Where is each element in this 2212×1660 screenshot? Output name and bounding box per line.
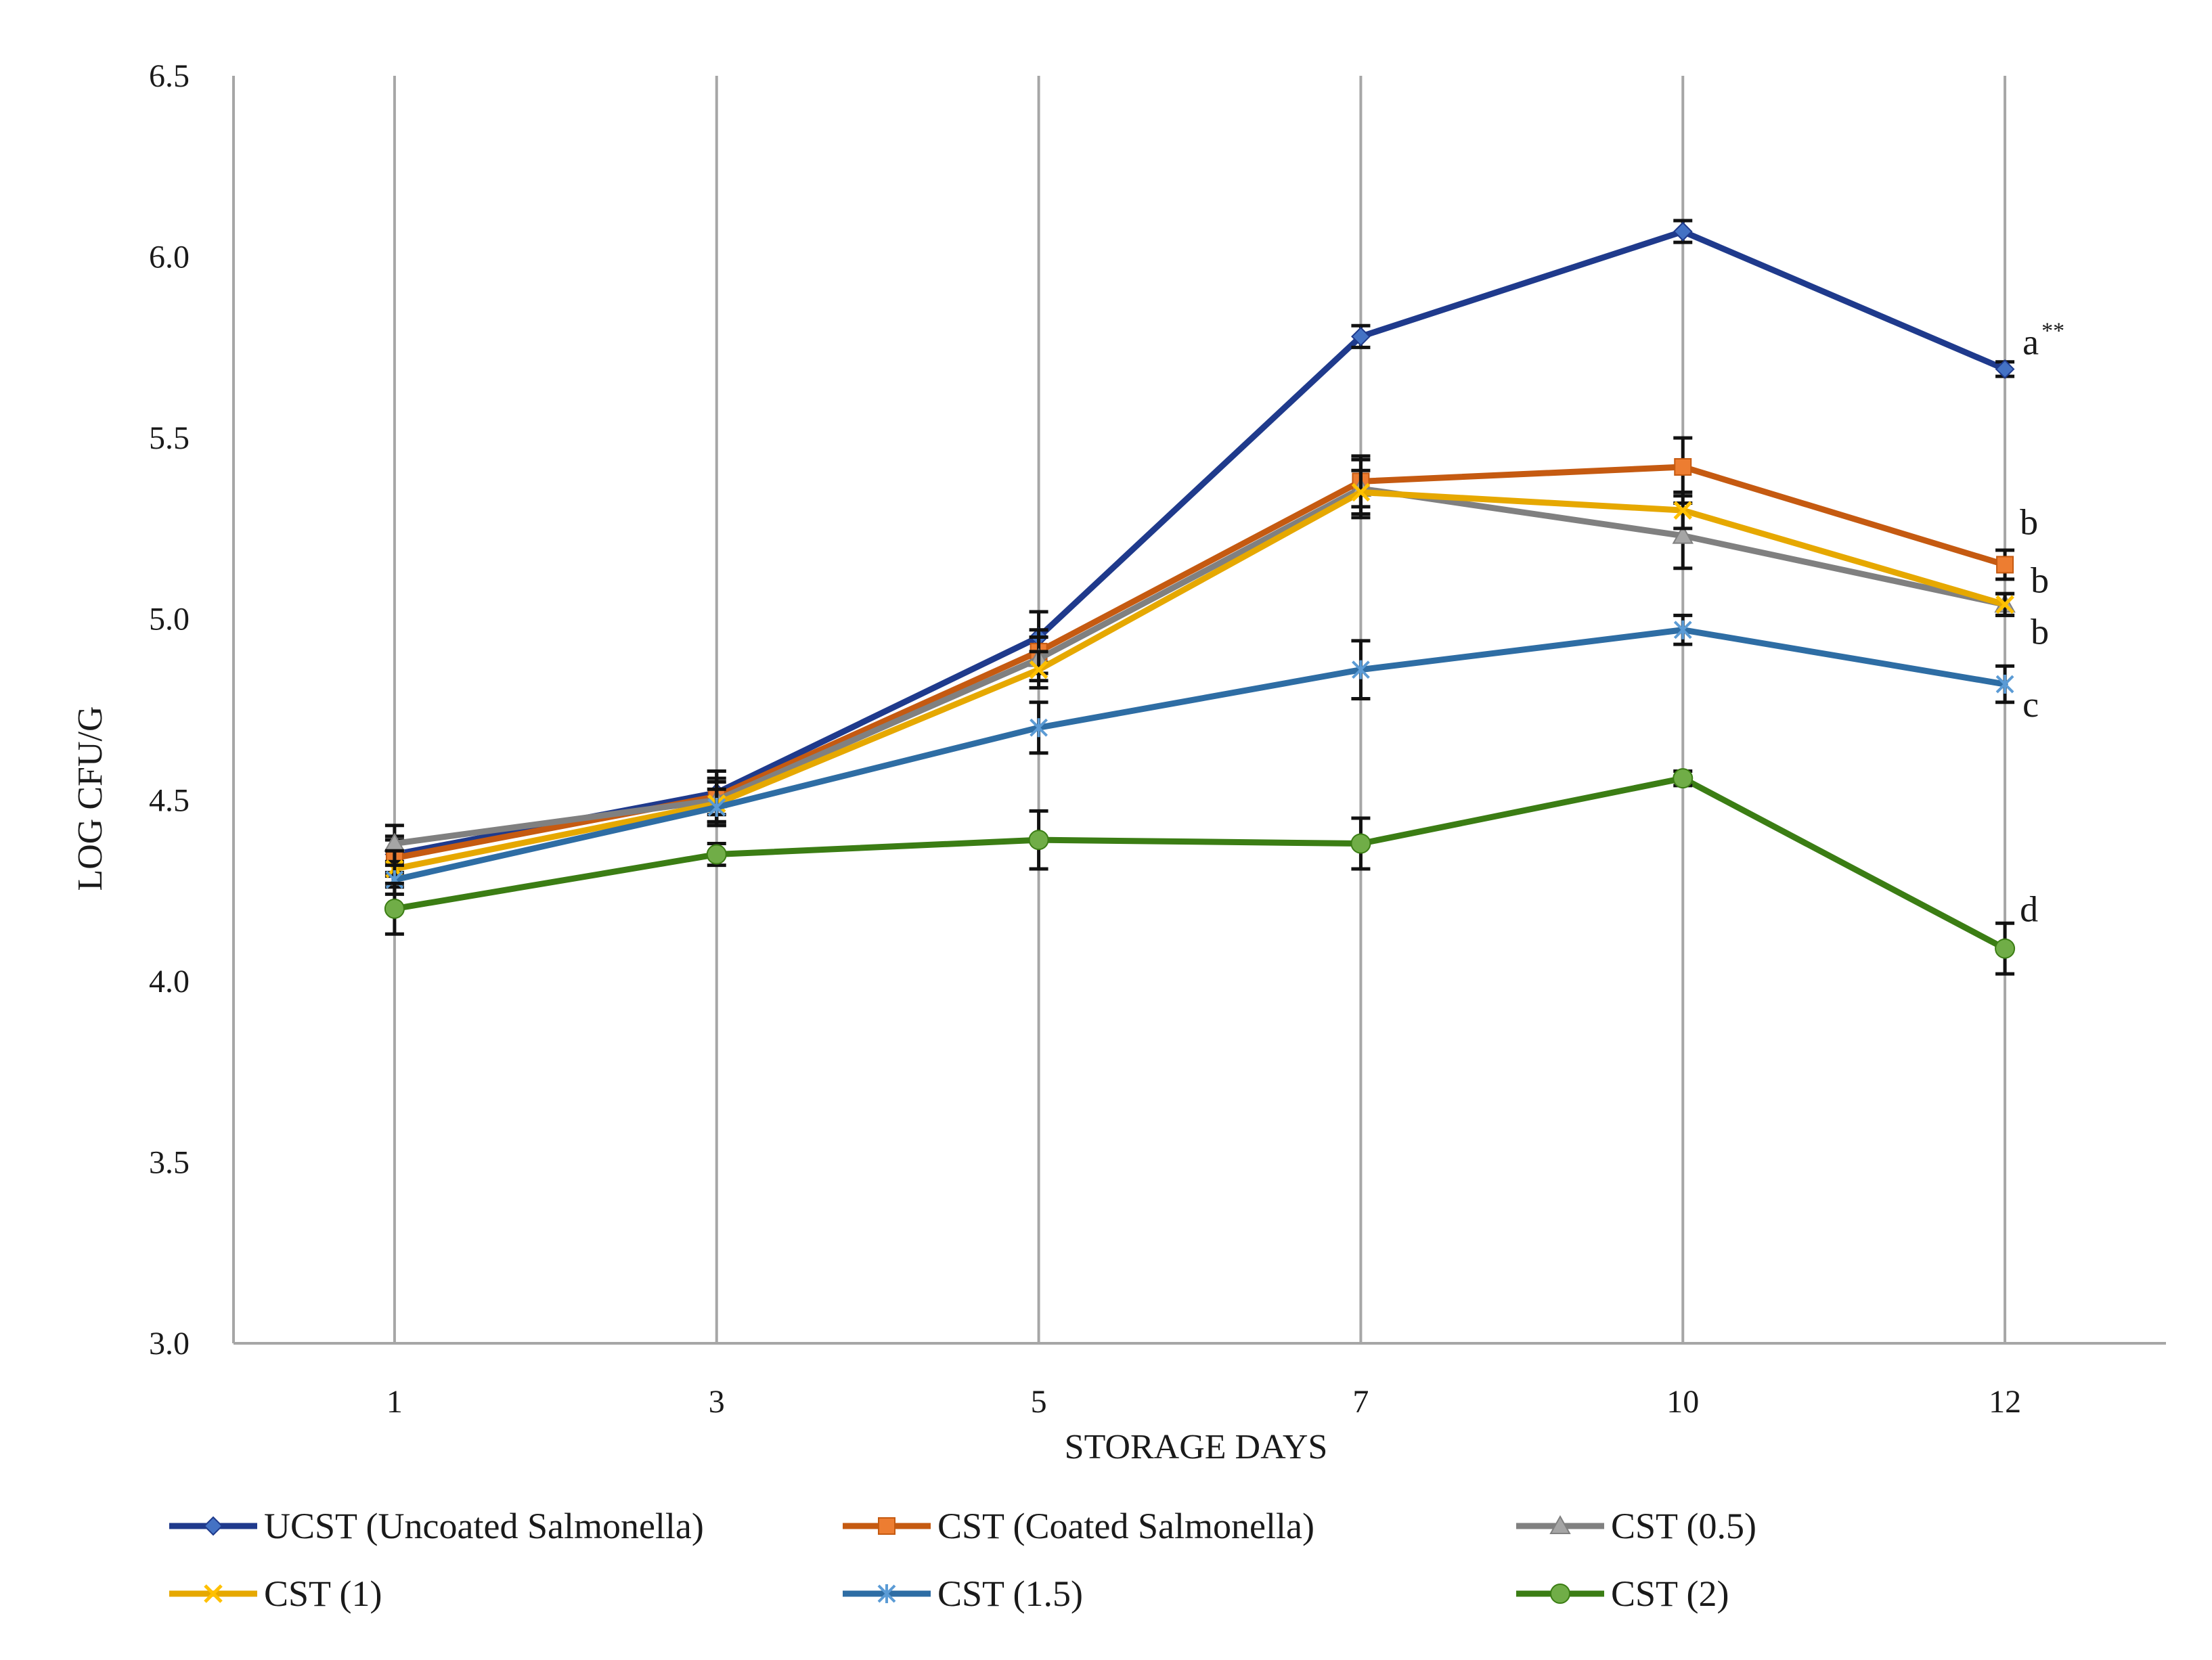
legend-label: UCST (Uncoated Salmonella): [264, 1506, 704, 1546]
data-point: [1351, 483, 1371, 502]
legend-label: CST (1.5): [937, 1573, 1083, 1614]
legend-label: CST (1): [264, 1573, 382, 1614]
legend-label: CST (0.5): [1611, 1506, 1756, 1546]
x-axis-title: STORAGE DAYS: [1065, 1428, 1328, 1466]
significance-label: b: [2031, 611, 2049, 652]
x-tick-label: 7: [1352, 1384, 1369, 1420]
data-point: [1673, 620, 1692, 640]
data-point: [1995, 595, 2014, 614]
data-point: [1673, 768, 1694, 789]
data-point: [1995, 938, 2016, 959]
significance-superscript: **: [2041, 318, 2064, 343]
data-point: [1673, 221, 1693, 242]
series-line: [391, 485, 2008, 847]
data-point: [1673, 501, 1693, 520]
data-point: [384, 898, 405, 919]
y-tick-label: 3.5: [149, 1144, 190, 1180]
data-point: [1350, 833, 1371, 854]
data-point: [1028, 830, 1049, 851]
legend-marker: [1549, 1515, 1571, 1534]
legend-item: CST (Coated Salmonella): [843, 1506, 1314, 1546]
x-tick-label: 3: [709, 1384, 725, 1420]
data-point: [1352, 660, 1370, 679]
series-1: [384, 219, 2015, 874]
axes: [232, 76, 2166, 1345]
y-tick-label: 5.0: [149, 602, 190, 637]
series-line: [391, 627, 2008, 883]
data-point: [1030, 718, 1048, 738]
series-line: [391, 775, 2008, 952]
y-tick-label: 4.5: [149, 782, 190, 818]
series: [384, 219, 2016, 976]
data-point: [1029, 660, 1048, 679]
x-tick-label: 1: [386, 1384, 403, 1420]
significance-label: b: [2020, 501, 2038, 542]
data-point: [1351, 326, 1371, 346]
legend-marker: [1550, 1584, 1570, 1604]
series-3: [384, 457, 2016, 863]
legend-label: CST (2): [1611, 1573, 1729, 1614]
x-tick-label: 12: [1989, 1384, 2021, 1420]
y-tick-label: 5.5: [149, 420, 190, 456]
data-point: [1995, 675, 2014, 694]
legend-item: CST (1): [169, 1573, 382, 1614]
data-point: [706, 844, 727, 865]
y-tick-labels: 3.0 3.5 4.0 4.5 5.0 5.5 6.0 6.5: [149, 58, 190, 1362]
x-tick-labels: 1 3 5 7 10 12: [386, 1384, 2021, 1420]
series-5: [384, 613, 2015, 896]
x-tick-label: 5: [1031, 1384, 1047, 1420]
legend-marker: [877, 1584, 896, 1603]
y-tick-label: 3.0: [149, 1326, 190, 1362]
series-line: [391, 228, 2008, 858]
significance-label: c: [2022, 684, 2039, 725]
series-6: [384, 768, 2016, 976]
y-tick-label: 6.5: [149, 58, 190, 94]
legend-item: CST (1.5): [843, 1573, 1083, 1614]
y-tick-label: 6.0: [149, 240, 190, 275]
data-point: [1672, 524, 1694, 544]
legend-label: CST (Coated Salmonella): [937, 1506, 1314, 1546]
y-axis-title: LOG CFU/G: [71, 706, 110, 891]
legend-item: CST (0.5): [1516, 1506, 1756, 1546]
significance-label: a: [2022, 321, 2039, 362]
series-line: [391, 489, 2008, 872]
data-point: [707, 797, 726, 817]
legend-item: CST (2): [1516, 1573, 1729, 1614]
legend-marker: [203, 1516, 223, 1536]
data-point: [1674, 457, 1692, 476]
data-point: [1996, 556, 2014, 574]
significance-label: d: [2020, 889, 2038, 930]
data-point: [1995, 359, 2015, 379]
legend-marker: [878, 1517, 895, 1535]
legend-marker: [204, 1584, 223, 1603]
y-tick-label: 4.0: [149, 964, 190, 1000]
legend: UCST (Uncoated Salmonella) CST (Coated Sa…: [169, 1506, 1756, 1614]
series-line: [391, 464, 2008, 861]
significance-label: b: [2031, 560, 2049, 600]
legend-item: UCST (Uncoated Salmonella): [169, 1506, 704, 1546]
x-tick-label: 10: [1666, 1384, 1699, 1420]
